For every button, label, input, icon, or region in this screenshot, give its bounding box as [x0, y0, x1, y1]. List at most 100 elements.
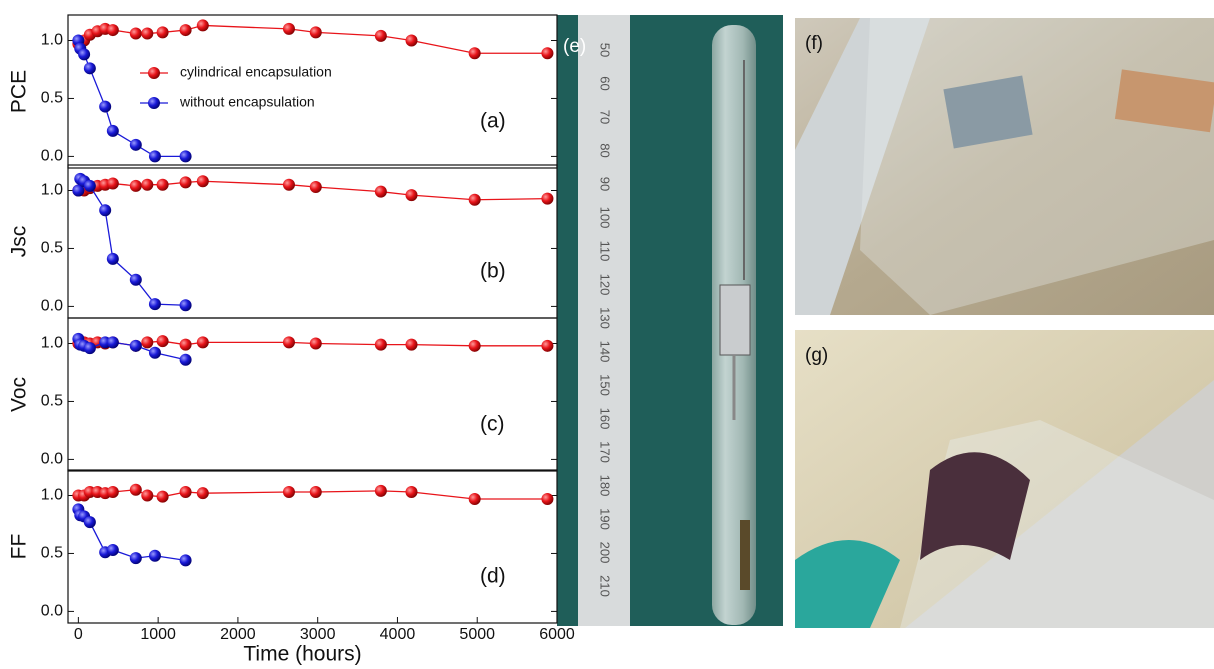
data-point	[156, 26, 169, 39]
data-point	[374, 338, 387, 351]
data-point	[129, 273, 142, 286]
y-tick-label: 0.0	[41, 603, 63, 620]
series-line	[77, 40, 186, 158]
ruler-number: 180	[598, 475, 613, 497]
data-point	[106, 336, 119, 349]
legend-marker	[148, 67, 160, 79]
data-point	[468, 492, 481, 505]
ruler-number: 110	[598, 241, 613, 262]
data-point	[129, 27, 142, 40]
data-point	[106, 124, 119, 137]
data-point	[405, 338, 418, 351]
ruler-number: 80	[598, 143, 613, 157]
photo-label: (g)	[805, 345, 828, 366]
series-line	[77, 509, 186, 562]
data-point	[309, 486, 322, 499]
x-tick-label: 4000	[380, 626, 416, 643]
photo-g	[795, 330, 1214, 628]
x-tick-label: 0	[74, 626, 83, 643]
data-point	[148, 549, 161, 562]
data-point	[141, 489, 154, 502]
y-tick-label: 0.0	[41, 298, 63, 315]
data-point	[156, 335, 169, 348]
legend-label: cylindrical encapsulation	[180, 64, 332, 80]
data-point	[468, 47, 481, 60]
data-point	[541, 47, 554, 60]
y-tick-label: 1.0	[41, 182, 63, 199]
data-point	[78, 48, 91, 61]
photo-f	[795, 18, 1214, 315]
data-point	[83, 179, 96, 192]
data-point	[179, 554, 192, 567]
data-point	[196, 175, 209, 188]
data-point	[374, 29, 387, 42]
data-point	[148, 346, 161, 359]
ruler-number: 160	[598, 408, 613, 430]
data-point	[541, 339, 554, 352]
data-point	[179, 486, 192, 499]
data-point	[141, 178, 154, 191]
ruler-number: 100	[598, 207, 613, 229]
data-point	[541, 192, 554, 205]
ruler-number: 170	[598, 441, 613, 463]
x-axis-label: Time (hours)	[243, 643, 361, 666]
y-tick-label: 0.5	[41, 90, 63, 107]
data-point	[196, 487, 209, 500]
data-point	[468, 193, 481, 206]
photo-e	[557, 15, 783, 626]
ruler-number: 70	[598, 110, 613, 124]
legend-label: without encapsulation	[179, 94, 315, 110]
data-point	[179, 150, 192, 163]
data-point	[148, 150, 161, 163]
data-point	[72, 184, 85, 197]
ruler-number: 210	[598, 575, 613, 597]
x-tick-label: 6000	[539, 626, 575, 643]
data-point	[309, 337, 322, 350]
data-point	[129, 138, 142, 151]
ruler-number: 50	[598, 43, 613, 57]
data-point	[541, 492, 554, 505]
y-tick-label: 0.0	[41, 451, 63, 468]
ruler-number: 90	[598, 177, 613, 191]
data-point	[141, 27, 154, 40]
plot-frame	[67, 14, 558, 169]
ruler-number: 150	[598, 374, 613, 396]
y-tick-label: 0.5	[41, 240, 63, 257]
y-tick-label: 1.0	[41, 32, 63, 49]
y-tick-label: 0.0	[41, 148, 63, 165]
photo-label: (f)	[805, 33, 823, 54]
data-point	[179, 338, 192, 351]
data-point	[129, 483, 142, 496]
data-point	[99, 204, 112, 217]
data-point	[99, 100, 112, 113]
data-point	[282, 178, 295, 191]
ruler-number: 60	[598, 76, 613, 90]
panel-label: (b)	[480, 260, 506, 283]
data-point	[129, 339, 142, 352]
data-point	[179, 24, 192, 37]
plot-frame	[67, 469, 558, 624]
y-tick-label: 0.5	[41, 393, 63, 410]
y-tick-label: 0.5	[41, 545, 63, 562]
data-point	[179, 353, 192, 366]
series-line	[77, 177, 186, 306]
photo-label: (e)	[563, 36, 586, 57]
data-point	[309, 181, 322, 194]
ruler-number: 200	[598, 542, 613, 564]
y-axis-label: FF	[8, 534, 31, 560]
data-point	[405, 486, 418, 499]
data-point	[148, 298, 161, 311]
x-tick-label: 1000	[140, 626, 176, 643]
data-point	[179, 176, 192, 189]
y-axis-label: Jsc	[8, 226, 31, 258]
data-point	[106, 252, 119, 265]
data-point	[468, 339, 481, 352]
y-axis-label: PCE	[8, 70, 31, 113]
ruler-number: 190	[598, 508, 613, 530]
data-point	[156, 178, 169, 191]
y-tick-label: 1.0	[41, 487, 63, 504]
data-point	[282, 486, 295, 499]
data-point	[106, 486, 119, 499]
data-point	[83, 516, 96, 529]
data-point	[374, 484, 387, 497]
